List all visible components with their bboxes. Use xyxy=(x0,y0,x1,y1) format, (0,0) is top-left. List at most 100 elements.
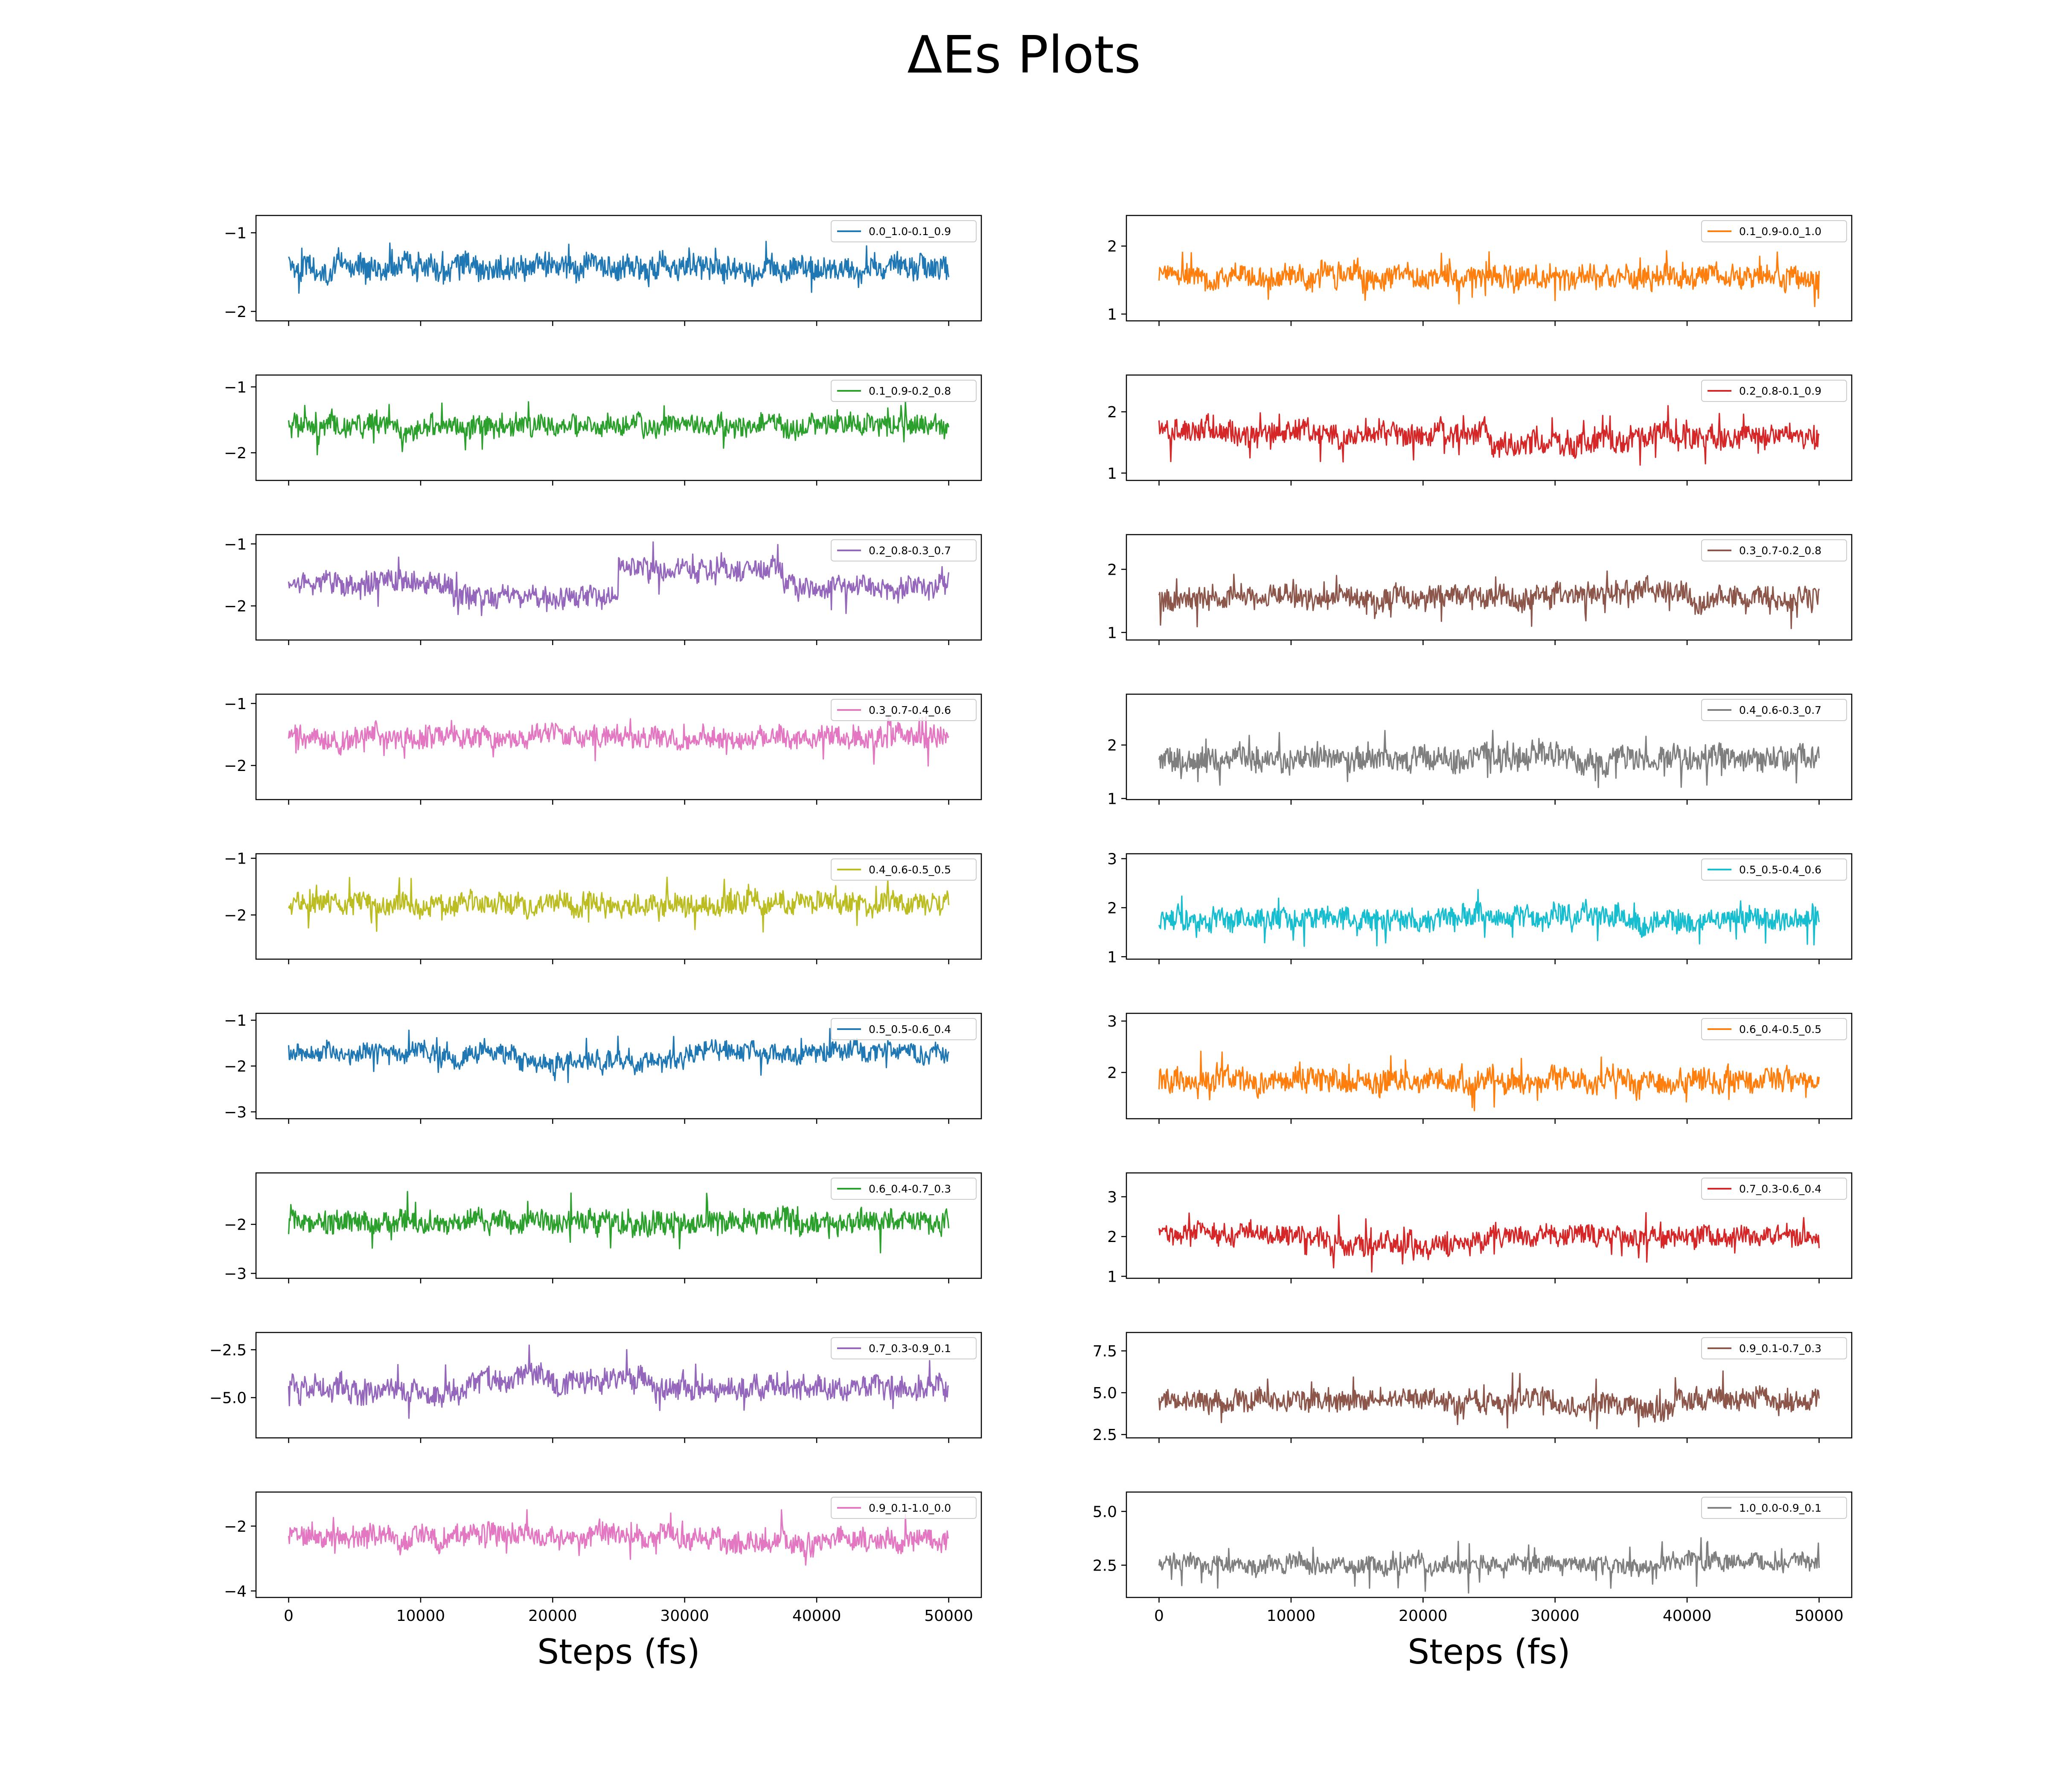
y-tick-label: 3 xyxy=(1107,850,1117,868)
y-tick-label: −1 xyxy=(224,695,247,713)
x-tick-label: 10000 xyxy=(396,1607,445,1625)
subplot-left-2: −1 −2 0.2_0.8-0.3_0.7 xyxy=(224,534,982,645)
subplot-right-4: 1 2 3 0.5_0.5-0.4_0.6 xyxy=(1107,850,1853,966)
axes-frame xyxy=(1126,853,1853,960)
legend-label: 0.0_1.0-0.1_0.9 xyxy=(869,225,951,238)
subplot-left-3: −1 −2 0.3_0.7-0.4_0.6 xyxy=(224,693,982,805)
series-line xyxy=(1158,250,1820,307)
axes-frame xyxy=(255,1491,982,1598)
legend-label: 1.0_0.0-0.9_0.1 xyxy=(1739,1502,1821,1514)
legend-box xyxy=(831,858,977,881)
y-tick-label: 1 xyxy=(1107,306,1117,323)
legend-box xyxy=(1701,699,1847,721)
subplot-left-7: −2.5 −5.0 0.7_0.3-0.9_0.1 xyxy=(209,1332,982,1443)
y-tick-label: 1 xyxy=(1107,624,1117,642)
y-tick-label: 2 xyxy=(1107,737,1117,754)
series-line xyxy=(288,876,950,933)
axes-frame xyxy=(1126,534,1853,641)
x-tick-label: 30000 xyxy=(660,1607,709,1625)
subplot-right-8: 2.5 5.0 0 10000 20000 30000 40000 50000 Steps (f… xyxy=(1093,1491,1853,1672)
series-line xyxy=(1158,730,1820,788)
axes-frame xyxy=(255,374,982,481)
subplot-left-1: −1 −2 0.1_0.9-0.2_0.8 xyxy=(224,374,982,486)
y-tick-label: 2 xyxy=(1107,899,1117,917)
y-tick-label: −2 xyxy=(224,757,247,775)
subplot-left-8: −2 −4 0 10000 20000 30000 40000 50000 Steps (fs)… xyxy=(224,1491,982,1672)
legend-box xyxy=(1701,1497,1847,1519)
y-tick-label: 2.5 xyxy=(1093,1426,1117,1444)
y-tick-label: 1 xyxy=(1107,465,1117,483)
legend-box xyxy=(831,1178,977,1200)
y-tick-label: 2.5 xyxy=(1093,1557,1117,1574)
legend-label: 0.6_0.4-0.5_0.5 xyxy=(1739,1023,1821,1036)
axes-frame xyxy=(1126,693,1853,800)
x-tick-label: 10000 xyxy=(1267,1607,1316,1625)
axes-frame xyxy=(255,853,982,960)
legend-box xyxy=(831,1337,977,1359)
legend-label: 0.7_0.3-0.9_0.1 xyxy=(869,1342,951,1355)
axes-frame xyxy=(255,1332,982,1439)
axes-frame xyxy=(255,1172,982,1279)
series-line xyxy=(1158,1370,1820,1429)
y-tick-label: 2 xyxy=(1107,404,1117,421)
series-line xyxy=(288,541,950,617)
series-line xyxy=(1158,1050,1820,1111)
y-tick-label: 2 xyxy=(1107,1228,1117,1246)
y-tick-label: −1 xyxy=(224,225,247,242)
legend-box xyxy=(831,699,977,721)
y-tick-label: 5.0 xyxy=(1093,1503,1117,1521)
y-tick-label: −1 xyxy=(224,850,247,868)
series-line xyxy=(288,1028,950,1083)
y-tick-label: 5.0 xyxy=(1093,1385,1117,1402)
subplot-right-6: 1 2 3 0.7_0.3-0.6_0.4 xyxy=(1107,1172,1853,1286)
legend-label: 0.3_0.7-0.4_0.6 xyxy=(869,704,951,716)
legend-box xyxy=(831,1018,977,1040)
axes-frame xyxy=(1126,1012,1853,1120)
y-tick-label: −2 xyxy=(224,445,247,462)
subplot-left-4: −1 −2 0.4_0.6-0.5_0.5 xyxy=(224,850,982,964)
legend-label: 0.5_0.5-0.4_0.6 xyxy=(1739,864,1821,876)
x-tick-label: 40000 xyxy=(792,1607,841,1625)
y-tick-label: −2 xyxy=(224,1518,247,1536)
legend-label: 0.2_0.8-0.1_0.9 xyxy=(1739,385,1821,397)
axes-frame xyxy=(1126,1172,1853,1279)
subplot-left-0: −1 −2 0.0_1.0-0.1_0.9 xyxy=(224,215,982,326)
y-tick-label: −2 xyxy=(224,1216,247,1234)
axes-frame xyxy=(255,534,982,641)
x-tick-label: 30000 xyxy=(1530,1607,1580,1625)
subplot-right-7: 2.5 5.0 7.5 0.9_0.1-0.7_0.3 xyxy=(1093,1332,1853,1444)
x-axis-label: Steps (fs) xyxy=(537,1632,700,1672)
legend-label: 0.4_0.6-0.5_0.5 xyxy=(869,864,951,876)
legend-label: 0.9_0.1-0.7_0.3 xyxy=(1739,1342,1821,1355)
y-tick-label: 2 xyxy=(1107,561,1117,579)
y-tick-label: −2 xyxy=(224,303,247,321)
legend-label: 0.9_0.1-1.0_0.0 xyxy=(869,1502,951,1514)
legend-label: 0.6_0.4-0.7_0.3 xyxy=(869,1183,951,1195)
y-tick-label: −5.0 xyxy=(209,1390,247,1407)
subplot-right-1: 1 2 0.2_0.8-0.1_0.9 xyxy=(1107,374,1853,486)
y-tick-label: −3 xyxy=(224,1265,247,1283)
legend-box xyxy=(1701,1178,1847,1200)
series-line xyxy=(288,1344,949,1419)
axes-frame xyxy=(1126,1491,1853,1598)
series-line xyxy=(288,1509,949,1566)
subplot-right-5: 2 3 0.6_0.4-0.5_0.5 xyxy=(1107,1012,1853,1124)
x-tick-label: 20000 xyxy=(1399,1607,1448,1625)
y-tick-label: −2 xyxy=(224,598,247,615)
legend-box xyxy=(831,1497,977,1519)
legend-label: 0.1_0.9-0.0_1.0 xyxy=(1739,225,1821,238)
series-line xyxy=(1158,1537,1820,1594)
series-line xyxy=(1158,405,1820,466)
legend-box xyxy=(1701,539,1847,561)
y-tick-label: 2 xyxy=(1107,238,1117,256)
axes-frame xyxy=(1126,215,1853,322)
x-tick-label: 50000 xyxy=(1795,1607,1844,1625)
y-tick-label: −1 xyxy=(224,536,247,553)
series-line xyxy=(288,1191,950,1254)
legend-box xyxy=(831,220,977,242)
y-tick-label: −2.5 xyxy=(209,1341,247,1359)
x-tick-label: 0 xyxy=(1154,1607,1164,1625)
axes-frame xyxy=(255,215,982,322)
